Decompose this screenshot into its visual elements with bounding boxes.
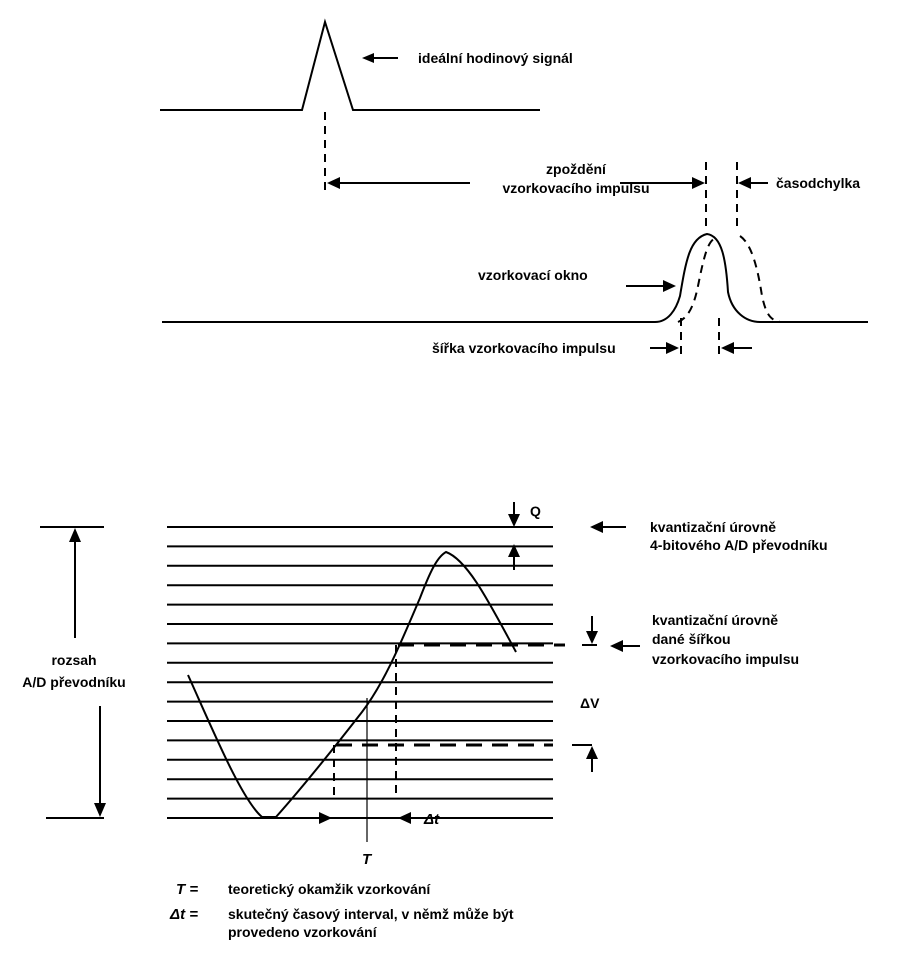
legend-dt-symbol: Δt = <box>169 906 198 923</box>
delay-left-arrow <box>327 177 470 189</box>
q-down-arrow <box>508 502 520 527</box>
jitter-label: časodchylka <box>776 175 860 191</box>
delta-v-label: ΔV <box>580 695 600 711</box>
quantization-levels <box>167 526 553 819</box>
sampling-window-waveform <box>162 232 868 323</box>
delay-label-line2: vzorkovacího impulsu <box>502 180 649 196</box>
levels-label-line1: kvantizační úrovně <box>650 519 776 535</box>
range-up-arrow <box>69 528 81 638</box>
sampling-window-label: vzorkovací okno <box>478 267 588 283</box>
delay-right-arrow <box>620 177 705 189</box>
q-up-arrow <box>508 544 520 570</box>
delta-t-right-arrow <box>398 812 420 824</box>
width-levels-label-line1: kvantizační úrovně <box>652 612 778 628</box>
pulse-width-left-arrow <box>650 342 679 354</box>
legend-dt-text-line1: skutečný časový interval, v němž může bý… <box>228 906 514 922</box>
ideal-clock-pulse <box>160 18 540 111</box>
width-levels-arrow <box>610 640 640 652</box>
legend-t-text: teoretický okamžik vzorkování <box>228 881 431 897</box>
analog-signal-curve <box>187 550 517 818</box>
ideal-clock-label: ideální hodinový signál <box>418 50 573 66</box>
delta-t-left-arrow <box>307 812 332 824</box>
pulse-width-label: šířka vzorkovacího impulsu <box>432 340 616 356</box>
q-label: Q <box>530 503 541 519</box>
width-levels-label-line3: vzorkovacího impulsu <box>652 651 799 667</box>
jittered-window-waveform <box>677 235 781 323</box>
range-label-line1: rozsah <box>51 652 96 668</box>
jitter-arrow <box>738 177 768 189</box>
pulse-width-right-arrow <box>721 342 752 354</box>
delta-v-up-arrow <box>572 744 598 772</box>
t-label: T <box>362 851 373 868</box>
delta-v-down-arrow <box>582 616 598 646</box>
range-label-line2: A/D převodníku <box>22 674 125 690</box>
sampling-window-arrow <box>626 280 676 292</box>
delta-t-label: Δt <box>423 811 440 828</box>
legend-dt-text-line2: provedeno vzorkování <box>228 924 378 940</box>
legend-t-symbol: T = <box>176 881 198 898</box>
width-levels-label-line2: dané šířkou <box>652 631 731 647</box>
levels-label-line2: 4-bitového A/D převodníku <box>650 537 828 553</box>
ideal-clock-arrow <box>362 53 398 63</box>
range-down-arrow <box>94 706 106 817</box>
levels-arrow <box>590 521 626 533</box>
delay-label-line1: zpoždění <box>546 161 607 177</box>
